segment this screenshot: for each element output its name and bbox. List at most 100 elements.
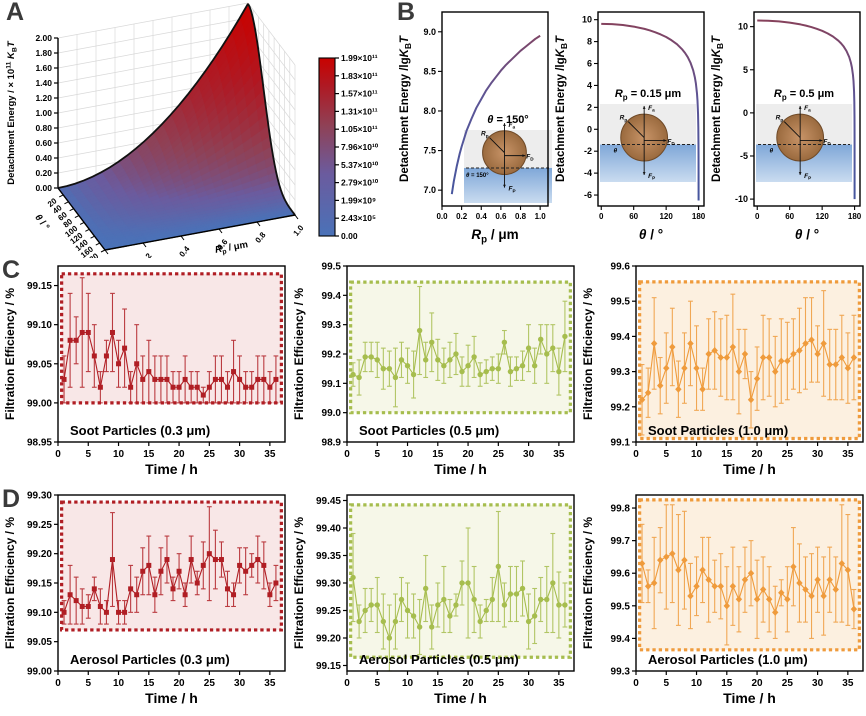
svg-text:1.0: 1.0 (291, 223, 305, 238)
svg-text:99.6: 99.6 (611, 569, 631, 580)
svg-text:5: 5 (663, 449, 669, 460)
svg-text:Detachment Energy / × 1011 KBT: Detachment Energy / × 1011 KBT (5, 40, 18, 185)
scatter-aerosol-03um: 0 5 10 15 20 25 30 35 99.00 99.05 99.10 99.15 99.20 9… (3, 491, 286, 706)
panel-a-label: A (6, 0, 25, 26)
svg-text:2: 2 (587, 102, 592, 112)
line-chart-energy-vs-angle-05: Fa FD FP Rp θ Rp = 0.5 μm 0 60 120 180 -10 -5 0 5 10 De… (711, 11, 862, 242)
svg-text:θ: θ (614, 148, 618, 155)
svg-text:0: 0 (587, 124, 592, 134)
svg-text:Rp / μm: Rp / μm (214, 239, 249, 257)
svg-text:20: 20 (463, 678, 475, 689)
svg-text:2.79×10¹⁰: 2.79×10¹⁰ (341, 178, 379, 188)
svg-text:20: 20 (752, 449, 764, 460)
svg-text:99.1: 99.1 (611, 438, 631, 449)
panel-b-label: B (397, 0, 416, 26)
svg-text:99.1: 99.1 (322, 379, 342, 390)
svg-text:0.2: 0.2 (139, 251, 153, 258)
svg-text:99.15: 99.15 (27, 579, 52, 590)
svg-text:Soot Particles (0.5 μm): Soot Particles (0.5 μm) (359, 423, 499, 438)
svg-text:0.60: 0.60 (35, 138, 52, 148)
svg-text:Detachment Energy /lgKBT: Detachment Energy /lgKBT (555, 35, 569, 182)
svg-text:99.2: 99.2 (611, 402, 631, 413)
svg-text:Time / h: Time / h (145, 690, 198, 706)
svg-text:-4: -4 (584, 168, 592, 178)
scatter-soot-03um: 0 5 10 15 20 25 30 35 98.95 99.00 99.05 99.10 99.15 F… (3, 265, 286, 477)
line-chart-energy-vs-angle-015: Fa FD FP Rp θ Rp = 0.15 μm 0 60 120 180 -6 -4 -2 0 2 4 6… (555, 11, 706, 242)
svg-text:99.4: 99.4 (611, 332, 631, 343)
svg-text:35: 35 (264, 678, 276, 689)
svg-text:60: 60 (785, 212, 794, 221)
svg-text:5.37×10¹⁰: 5.37×10¹⁰ (341, 160, 379, 170)
svg-text:0.00: 0.00 (341, 231, 358, 241)
svg-text:5: 5 (85, 449, 91, 460)
svg-text:30: 30 (523, 449, 535, 460)
svg-text:99.10: 99.10 (27, 608, 52, 619)
svg-text:99.05: 99.05 (27, 359, 52, 370)
svg-text:35: 35 (842, 449, 854, 460)
svg-text:-5: -5 (740, 151, 748, 161)
svg-text:30: 30 (234, 678, 246, 689)
svg-text:6: 6 (587, 59, 592, 69)
svg-text:99.3: 99.3 (322, 320, 342, 331)
svg-text:1.99×10¹¹: 1.99×10¹¹ (341, 53, 378, 63)
svg-text:99.4: 99.4 (611, 634, 631, 645)
svg-text:99.4: 99.4 (322, 291, 342, 302)
svg-text:Time / h: Time / h (723, 461, 776, 477)
svg-text:30: 30 (234, 449, 246, 460)
svg-text:1.80: 1.80 (35, 48, 52, 58)
svg-text:Aerosol Particles (1.0 μm): Aerosol Particles (1.0 μm) (648, 652, 808, 667)
svg-text:Rp: Rp (620, 115, 628, 123)
svg-text:35: 35 (553, 449, 565, 460)
svg-text:0: 0 (599, 212, 604, 221)
scatter-soot-10um: 0 5 10 15 20 25 30 35 99.1 99.2 99.3 99.4 99.5 99.6 Fi… (581, 262, 864, 477)
svg-text:-6: -6 (584, 190, 592, 200)
svg-text:-10: -10 (735, 194, 748, 204)
svg-text:FD: FD (667, 139, 675, 147)
svg-text:15: 15 (143, 678, 155, 689)
svg-text:Rp = 0.15 μm: Rp = 0.15 μm (615, 88, 682, 102)
svg-text:10: 10 (113, 449, 125, 460)
svg-text:99.3: 99.3 (611, 667, 631, 678)
svg-text:99.40: 99.40 (316, 524, 341, 535)
svg-text:25: 25 (204, 449, 216, 460)
svg-text:99.05: 99.05 (27, 637, 52, 648)
svg-text:98.95: 98.95 (27, 438, 52, 449)
svg-text:5: 5 (663, 678, 669, 689)
svg-text:99.7: 99.7 (611, 536, 631, 547)
svg-text:4: 4 (587, 80, 592, 90)
svg-text:Filtration Efficiency / %: Filtration Efficiency / % (3, 288, 17, 420)
svg-text:0.8: 0.8 (515, 212, 527, 221)
svg-text:5: 5 (85, 678, 91, 689)
svg-text:35: 35 (553, 678, 565, 689)
svg-text:θ / °: θ / ° (639, 227, 663, 242)
svg-text:θ = 150°: θ = 150° (466, 173, 489, 179)
svg-text:20: 20 (174, 449, 186, 460)
svg-text:0.00: 0.00 (35, 183, 52, 193)
svg-text:0.40: 0.40 (35, 153, 52, 163)
surface-plot-detachment-energy: 0.00 0.20 0.40 0.60 0.80 1.00 1.20 1.40 1.60 1.80… (5, 2, 379, 258)
svg-text:Soot Particles (1.0 μm): Soot Particles (1.0 μm) (648, 423, 788, 438)
svg-text:25: 25 (493, 678, 505, 689)
svg-text:10: 10 (691, 678, 703, 689)
svg-text:1.99×10⁹: 1.99×10⁹ (341, 195, 376, 205)
svg-text:7.96×10¹⁰: 7.96×10¹⁰ (341, 142, 379, 152)
svg-text:2.43×10⁵: 2.43×10⁵ (341, 213, 376, 223)
svg-text:0.0: 0.0 (436, 212, 448, 221)
svg-text:10: 10 (402, 678, 414, 689)
svg-text:99.15: 99.15 (316, 661, 341, 672)
svg-text:60: 60 (629, 212, 638, 221)
svg-text:1.83×10¹¹: 1.83×10¹¹ (341, 71, 378, 81)
svg-text:99.6: 99.6 (611, 262, 631, 273)
svg-text:99.20: 99.20 (316, 634, 341, 645)
svg-text:1.57×10¹¹: 1.57×10¹¹ (341, 89, 378, 99)
svg-text:99.0: 99.0 (322, 408, 342, 419)
svg-text:0.20: 0.20 (35, 168, 52, 178)
svg-text:-2: -2 (584, 146, 592, 156)
svg-text:0.6: 0.6 (495, 212, 507, 221)
svg-text:15: 15 (432, 678, 444, 689)
svg-text:Filtration Efficiency / %: Filtration Efficiency / % (3, 517, 17, 649)
svg-text:99.20: 99.20 (27, 549, 52, 560)
svg-text:15: 15 (721, 449, 733, 460)
svg-text:20: 20 (174, 678, 186, 689)
svg-text:99.00: 99.00 (27, 667, 52, 678)
